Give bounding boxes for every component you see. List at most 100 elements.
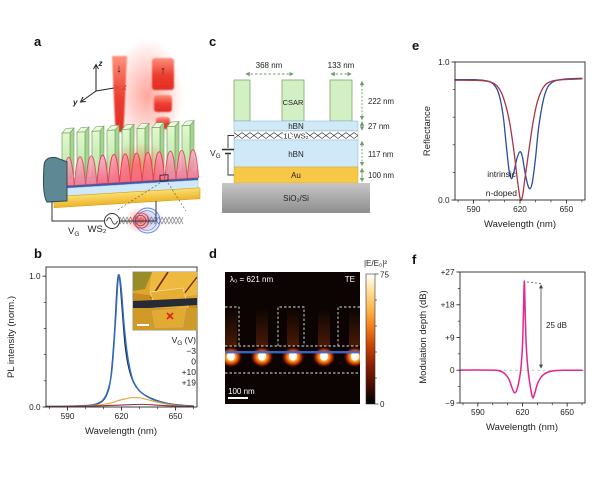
svg-text:0.0: 0.0 xyxy=(438,196,450,205)
zoom-marker-box xyxy=(159,174,169,182)
colorbar-max: 75 xyxy=(380,271,389,280)
svg-text:590: 590 xyxy=(61,412,75,421)
svg-text:620: 620 xyxy=(516,408,530,417)
vg-label: VG xyxy=(210,148,221,160)
inset-scale-bar xyxy=(137,324,149,326)
svg-text:0.0: 0.0 xyxy=(29,403,41,412)
laser-spot-marker xyxy=(166,312,174,320)
svg-text:+18: +18 xyxy=(441,301,455,310)
hbn-bottom-label: hBN xyxy=(288,150,304,159)
legend-title: VG (V) xyxy=(172,335,197,347)
colorbar xyxy=(365,273,376,405)
ndoped-curve-label: n-doped xyxy=(486,188,517,198)
hbn-top-height-label: 27 nm xyxy=(368,122,390,131)
panel-e-reflectance-chart: e 590 620 650 0.0 1.0 Wavelength (nm) Reflec… xyxy=(412,38,586,230)
colorbar-ticks xyxy=(375,273,379,405)
hbn-top-label: hBN xyxy=(288,122,304,131)
wavelength-label: λ₀ = 621 nm xyxy=(230,275,273,284)
b-xaxis-title: Wavelength (nm) xyxy=(85,426,157,437)
resist-label: CSAR xyxy=(283,98,304,107)
colorbar-label: |E/E₀|² xyxy=(364,259,387,268)
legend-entry: 0 xyxy=(191,357,196,367)
width-dim-label: 133 nm xyxy=(328,61,355,70)
gate-circuit xyxy=(51,201,157,229)
field-glow-columns xyxy=(225,308,360,346)
panel-a-label: a xyxy=(34,34,42,49)
svg-text:650: 650 xyxy=(560,205,574,214)
svg-text:+27: +27 xyxy=(441,268,455,277)
svg-text:1.0: 1.0 xyxy=(438,58,450,67)
annotation-text: 25 dB xyxy=(546,321,567,330)
gate-wiring xyxy=(222,135,234,176)
resist-height-label: 222 nm xyxy=(368,97,394,106)
hbn-bottom-layer xyxy=(233,139,359,168)
svg-text:650: 650 xyxy=(169,412,183,421)
svg-text:620: 620 xyxy=(513,205,527,214)
panel-b-label: b xyxy=(34,246,42,261)
svg-text:1.0: 1.0 xyxy=(29,272,41,281)
e-xaxis-title: Wavelength (nm) xyxy=(484,219,556,230)
substrate xyxy=(222,183,370,213)
ws2-line xyxy=(225,351,360,354)
zoom-dashed-lines xyxy=(115,182,187,212)
modulation-depth-annotation: 25 dB xyxy=(526,281,567,369)
structure-outline-dashed xyxy=(225,306,360,374)
scale-bar-label: 100 nm xyxy=(228,387,255,396)
pl-plot-area: 590 620 650 0.0 1.0 xyxy=(29,266,198,421)
legend-entry: −3 xyxy=(186,346,196,356)
ws2-lattice-pattern xyxy=(234,131,358,140)
reflected-beam-segment xyxy=(152,58,174,90)
panel-d-label: d xyxy=(209,246,217,261)
resist-pillars xyxy=(233,79,353,122)
svg-text:0: 0 xyxy=(450,366,455,375)
e-yaxis-title: Reflectance xyxy=(422,106,433,156)
svg-text:590: 590 xyxy=(471,408,485,417)
svg-text:650: 650 xyxy=(560,408,574,417)
gate-electrode xyxy=(42,156,68,203)
gate-voltage-legend: VG (V) −3 0 +10 +19 xyxy=(172,335,197,388)
substrate-label: SiO₂/Si xyxy=(283,194,309,203)
svg-text:620: 620 xyxy=(115,412,129,421)
ws2-label: WS₂ xyxy=(88,224,107,235)
axis-y-label: y xyxy=(72,98,78,107)
au-height-label: 100 nm xyxy=(368,171,394,180)
reflected-beam-segment xyxy=(154,95,172,112)
panel-f-modulation-chart: f 590 620 650 +27 +18 +9 0 −9 Wavelength (nm) M… xyxy=(412,252,586,433)
svg-text:590: 590 xyxy=(467,205,481,214)
incident-beam xyxy=(112,56,127,132)
incident-arrow-icon: ↓ xyxy=(116,63,122,75)
device-photo-inset xyxy=(132,271,198,331)
au-label: Au xyxy=(291,171,301,180)
panel-a-schematic: a z x y ↓ ↑ WS₂ xyxy=(34,34,201,238)
device-stack xyxy=(42,119,201,209)
reflectance-plot-area: 590 620 650 0.0 1.0 xyxy=(438,58,586,214)
scale-bar xyxy=(228,397,248,399)
svg-text:+9: +9 xyxy=(445,333,455,342)
f-xaxis-title: Wavelength (nm) xyxy=(486,422,558,433)
panel-c-cross-section: c 368 nm 133 nm CSAR hBN 1L WS₂ hBN Au S… xyxy=(209,34,394,213)
f-yaxis-title: Modulation depth (dB) xyxy=(418,290,429,383)
polarization-label: TE xyxy=(345,275,355,284)
pitch-dim-label: 368 nm xyxy=(256,61,283,70)
panel-d-field-map: d λ₀ = 621 nm TE 100 nm 75 0 |E/E₀|² xyxy=(209,246,389,409)
colorbar-min: 0 xyxy=(380,400,385,409)
vg-label: VG xyxy=(68,226,79,238)
svg-text:−9: −9 xyxy=(445,399,455,408)
intrinsic-curve-label: intrinsic xyxy=(487,169,517,179)
panel-c-label: c xyxy=(209,34,216,49)
legend-entry: +10 xyxy=(182,367,197,377)
laser-beams xyxy=(112,56,174,132)
axis-z-label: z xyxy=(98,59,103,68)
panel-f-label: f xyxy=(412,252,417,267)
ws2-layer xyxy=(56,177,198,189)
reflected-arrow-icon: ↑ xyxy=(160,65,166,77)
modulation-plot-area: 590 620 650 +27 +18 +9 0 −9 xyxy=(441,268,586,417)
standing-wave xyxy=(62,142,200,187)
hbn-bottom-height-label: 117 nm xyxy=(368,150,393,159)
panel-e-label: e xyxy=(412,38,419,53)
panel-b-pl-chart: b 590 620 650 0.0 1.0 Wavelength (nm) PL int… xyxy=(6,246,198,437)
ws2-label: 1L WS₂ xyxy=(283,131,308,140)
legend-entry: +19 xyxy=(182,378,197,388)
b-yaxis-title: PL intensity (norm.) xyxy=(6,296,17,378)
